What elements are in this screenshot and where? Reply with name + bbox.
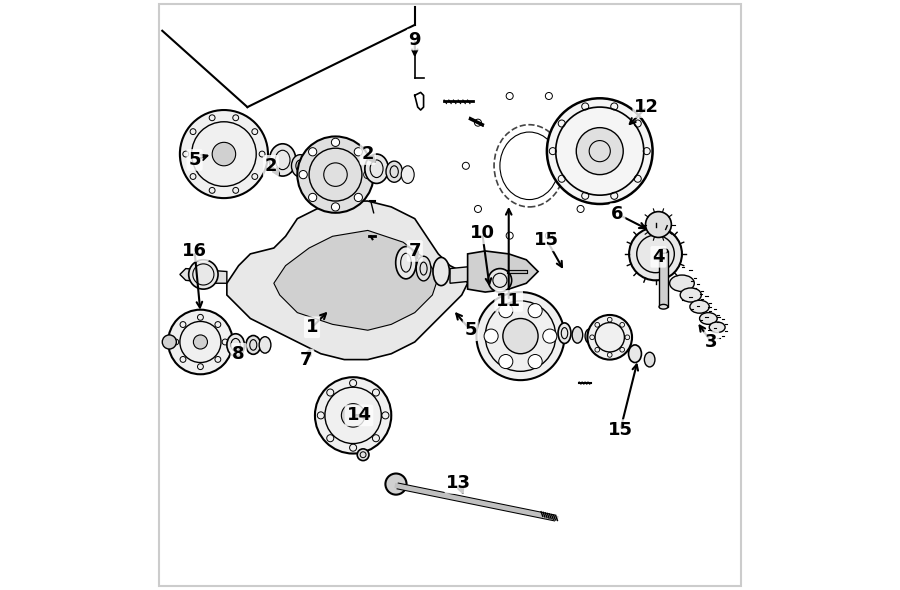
Ellipse shape [690, 300, 709, 313]
Ellipse shape [416, 256, 431, 281]
Text: 3: 3 [705, 333, 717, 351]
Circle shape [476, 292, 564, 380]
Circle shape [364, 171, 372, 179]
Circle shape [576, 127, 623, 175]
Circle shape [488, 268, 512, 292]
Polygon shape [468, 251, 538, 292]
Ellipse shape [659, 304, 668, 309]
Bar [659, 251, 668, 307]
Text: 7: 7 [300, 350, 312, 369]
Text: 5: 5 [464, 321, 477, 339]
Circle shape [528, 355, 542, 369]
Circle shape [212, 142, 236, 166]
Circle shape [385, 474, 407, 494]
Text: 9: 9 [409, 31, 421, 48]
Circle shape [189, 260, 218, 289]
Text: 13: 13 [446, 474, 472, 492]
Circle shape [543, 329, 557, 343]
Ellipse shape [246, 336, 261, 355]
Circle shape [309, 148, 317, 156]
Ellipse shape [659, 248, 668, 253]
Ellipse shape [259, 337, 271, 353]
Text: 10: 10 [470, 224, 495, 242]
Ellipse shape [572, 327, 582, 343]
Circle shape [341, 404, 365, 427]
Ellipse shape [644, 352, 655, 367]
Ellipse shape [433, 257, 449, 286]
Circle shape [499, 355, 513, 369]
Circle shape [357, 449, 369, 461]
Ellipse shape [709, 322, 725, 333]
Circle shape [528, 304, 542, 318]
Circle shape [331, 138, 339, 146]
Ellipse shape [292, 155, 309, 177]
Ellipse shape [585, 329, 595, 343]
Ellipse shape [699, 313, 717, 324]
Circle shape [180, 110, 268, 198]
Ellipse shape [558, 323, 571, 343]
Circle shape [299, 171, 307, 179]
Circle shape [588, 315, 632, 359]
Circle shape [331, 203, 339, 211]
Circle shape [355, 148, 363, 156]
Ellipse shape [364, 154, 388, 183]
Polygon shape [180, 268, 227, 283]
Ellipse shape [396, 247, 416, 279]
Circle shape [194, 335, 208, 349]
Circle shape [499, 304, 513, 318]
Text: 1: 1 [306, 318, 319, 336]
Ellipse shape [386, 161, 402, 182]
Text: 2: 2 [362, 145, 374, 163]
Circle shape [629, 228, 682, 280]
Text: 8: 8 [232, 345, 245, 363]
Text: 7: 7 [409, 242, 421, 260]
Circle shape [355, 194, 363, 202]
Polygon shape [274, 231, 438, 330]
Circle shape [547, 99, 652, 204]
Polygon shape [227, 201, 468, 359]
Ellipse shape [227, 334, 245, 356]
Text: 2: 2 [265, 157, 277, 175]
Text: 4: 4 [652, 248, 665, 266]
Circle shape [309, 194, 317, 202]
Circle shape [168, 310, 233, 374]
Ellipse shape [628, 345, 642, 362]
Text: 16: 16 [182, 242, 207, 260]
Text: 14: 14 [346, 407, 372, 424]
Circle shape [484, 329, 499, 343]
Ellipse shape [670, 275, 694, 291]
Circle shape [315, 377, 392, 454]
Circle shape [297, 136, 374, 213]
Ellipse shape [269, 144, 296, 176]
Circle shape [162, 335, 176, 349]
Circle shape [645, 212, 671, 237]
Text: 6: 6 [611, 205, 624, 223]
Text: 15: 15 [608, 421, 633, 439]
Text: 5: 5 [188, 151, 201, 169]
Text: 11: 11 [496, 292, 521, 310]
Polygon shape [450, 263, 520, 283]
Circle shape [503, 319, 538, 354]
Text: 12: 12 [634, 98, 659, 116]
Text: 15: 15 [535, 231, 560, 250]
Ellipse shape [401, 166, 414, 183]
Ellipse shape [680, 288, 701, 302]
